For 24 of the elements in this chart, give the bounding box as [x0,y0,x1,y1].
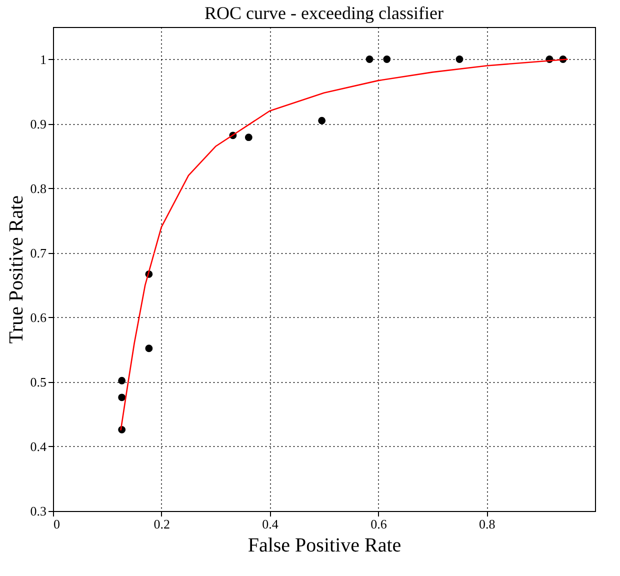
y-axis-title: True Positive Rate [5,195,28,344]
y-tick-label: 0.8 [30,180,46,196]
y-tick-label: 0.9 [30,116,46,132]
y-tick-label: 0.4 [30,438,47,454]
x-tick-label: 0.4 [262,516,279,532]
x-tick-label: 0.8 [478,516,496,532]
x-tick-label: 0 [54,516,60,532]
x-tick-label: 0.6 [370,516,388,532]
y-tick-label: 1 [40,52,46,67]
point [318,116,326,124]
point [244,134,252,142]
point [456,56,464,63]
chart-title: ROC curve - exceeding classifier [204,3,444,23]
y-tick-label: 0.7 [30,245,47,260]
point [145,344,153,352]
x-tick-label: 0.2 [154,516,170,532]
y-tick-label: 0.5 [30,374,46,390]
point [118,376,126,384]
y-tick-label: 0.6 [30,310,47,325]
y-tick-label: 0.3 [30,504,46,518]
point [366,56,374,63]
point [383,56,391,63]
point [118,394,126,402]
x-axis-title: False Positive Rate [248,534,402,556]
